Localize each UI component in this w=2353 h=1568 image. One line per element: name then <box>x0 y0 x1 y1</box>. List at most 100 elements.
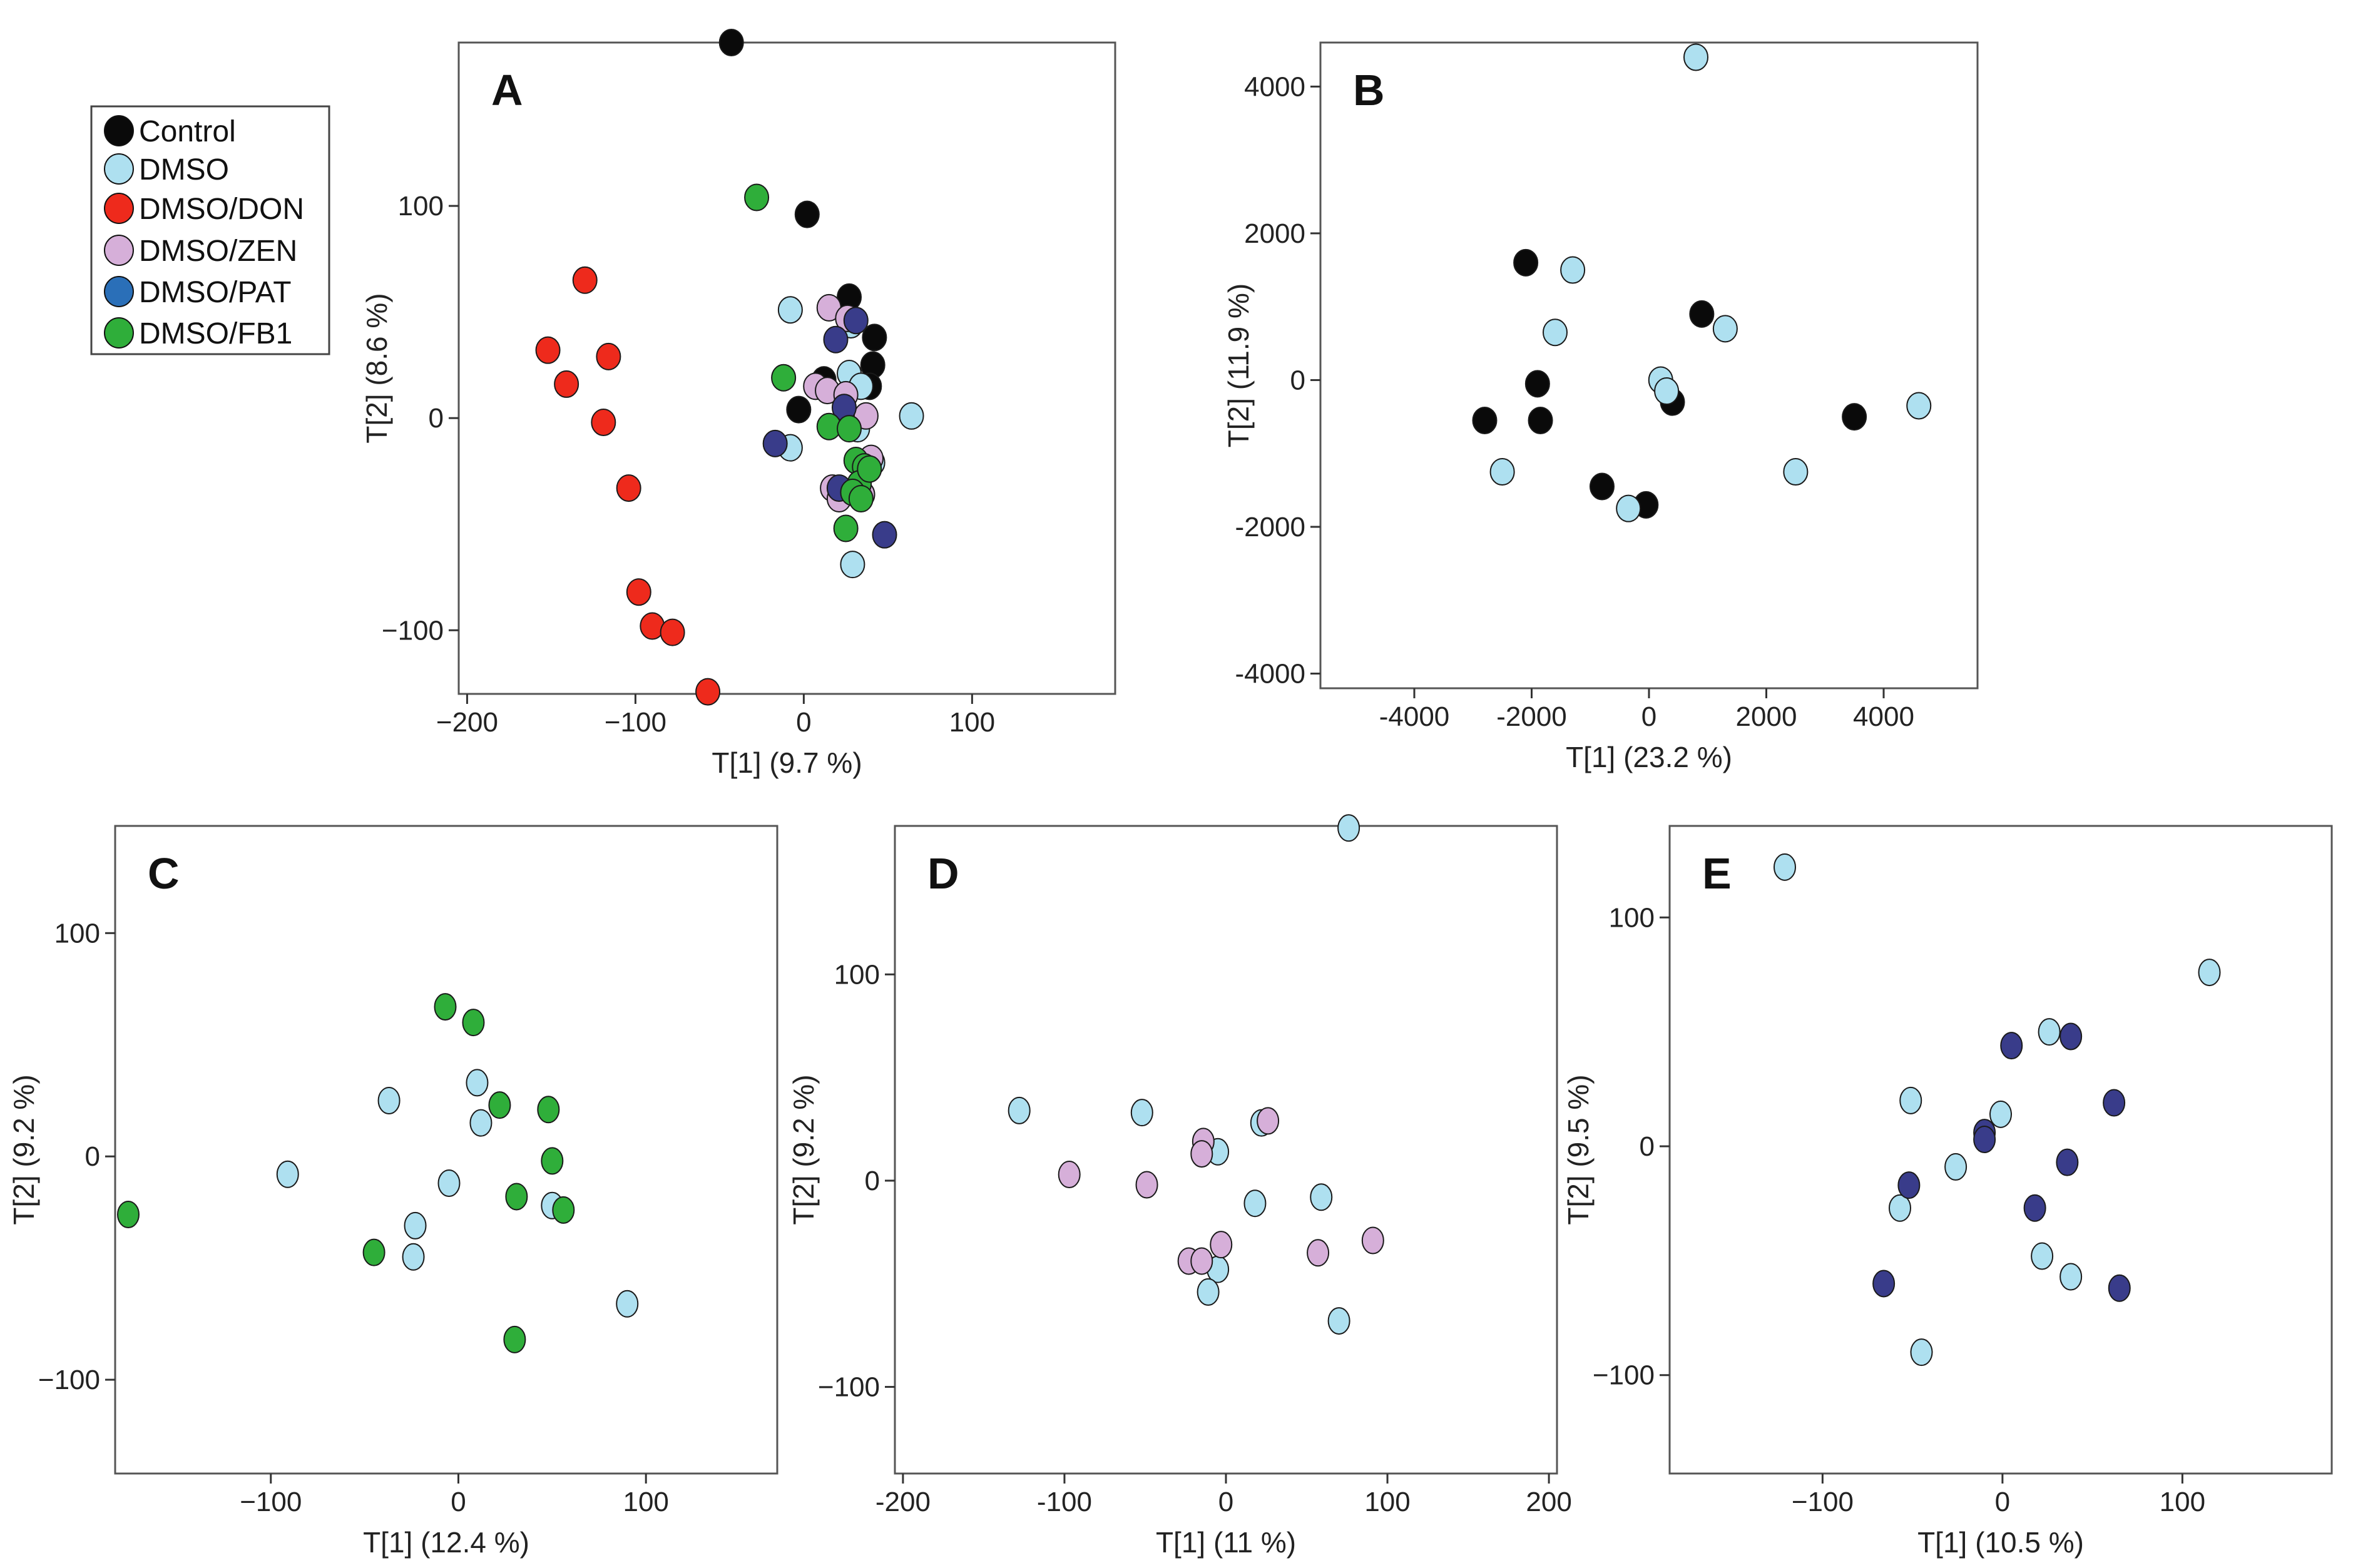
panel-b-xlabel: T[1] (23.2 %) <box>1566 741 1732 773</box>
panel-c-point-dmso-fb1 <box>503 1325 526 1353</box>
panel-b-point-control <box>1590 472 1615 501</box>
panel-d: -200 -100 0 100 200 −100 0 100 T[1] (11 %) T[2] (… <box>787 814 1572 1559</box>
legend-label-control: Control <box>139 115 236 148</box>
panel-d-point-dmso <box>1243 1189 1267 1218</box>
panel-a-letter: A <box>491 66 523 115</box>
panel-e-point-dmso <box>1889 1194 1911 1222</box>
panel-d-point-dmso <box>1130 1099 1153 1127</box>
panel-e-ytick-label: 100 <box>1609 902 1655 933</box>
panel-b-point-control <box>1528 406 1553 434</box>
panel-b-point-control <box>1472 406 1498 434</box>
panel-b-point-dmso <box>1654 377 1680 405</box>
legend-marker-control <box>104 115 134 146</box>
panel-e-point-dmso-pat <box>2103 1089 2126 1117</box>
panel-e-point-dmso-pat <box>2108 1274 2131 1302</box>
panel-e-point-dmso <box>1910 1338 1933 1367</box>
panel-e-point-dmso <box>2198 959 2221 987</box>
legend-entry-control: Control <box>104 115 236 148</box>
panel-c-point-dmso <box>437 1169 461 1198</box>
panel-b-ytick-label: 4000 <box>1244 71 1305 102</box>
legend-marker-dmso-zen <box>104 235 134 266</box>
panel-b: -4000 -2000 0 2000 4000 -4000 -2000 0 2000 4000 T[… <box>1222 41 1979 773</box>
panel-c-letter: C <box>148 849 180 898</box>
panel-a-point-dmso-don <box>695 678 721 706</box>
panel-b-xtick-label: -4000 <box>1379 701 1450 732</box>
panel-d-point-dmso <box>1008 1096 1031 1124</box>
panel-d-point-dmso-zen <box>1361 1226 1384 1255</box>
panel-a-point-dmso-fb1 <box>837 415 862 443</box>
panel-a-point-control <box>718 29 744 56</box>
panel-a-point-dmso-fb1 <box>744 183 770 211</box>
panel-b-point-dmso <box>1683 43 1708 71</box>
panel-b-point-control <box>1513 248 1539 277</box>
panel-d-letter: D <box>927 849 959 898</box>
panel-b-point-control <box>1689 300 1715 328</box>
panel-c-point-dmso-fb1 <box>362 1238 385 1266</box>
panel-b-point-dmso <box>1616 494 1641 522</box>
panel-a: −200 −100 0 100 −100 0 100 T[1] (9.7 %) T[2] (8.… <box>360 29 1116 779</box>
panel-a-point-control <box>794 200 820 228</box>
panel-a-point-dmso-don <box>572 266 598 294</box>
panel-c-ytick-label: 0 <box>85 1141 100 1172</box>
panel-c-point-dmso <box>469 1109 493 1137</box>
panel-e-xtick-label: 0 <box>1995 1487 2010 1517</box>
panel-d-ylabel: T[2] (9.2 %) <box>787 1074 820 1224</box>
panel-e-series-dmso <box>1774 853 2221 1367</box>
panel-c-point-dmso <box>276 1160 299 1188</box>
legend-marker-dmso-fb1 <box>104 317 134 349</box>
panel-d-point-dmso-zen <box>1210 1231 1233 1259</box>
panel-a-ytick-label: −100 <box>382 615 444 646</box>
panel-c-point-dmso <box>402 1243 425 1271</box>
panel-a-point-dmso-don <box>596 342 621 370</box>
panel-e-point-dmso <box>2031 1242 2054 1270</box>
panel-e-point-dmso-pat <box>2000 1032 2023 1060</box>
panel-b-point-dmso <box>1906 392 1932 420</box>
panel-c-point-dmso-fb1 <box>541 1147 564 1175</box>
panel-b-xtick-label: 2000 <box>1736 701 1797 732</box>
panel-d-point-dmso-zen <box>1257 1107 1280 1135</box>
panel-a-point-dmso-don <box>616 474 641 502</box>
legend-entry-dmso-fb1: DMSO/FB1 <box>104 317 292 350</box>
panel-e-xtick-label: −100 <box>1792 1487 1854 1517</box>
panel-e-point-dmso <box>2038 1018 2061 1046</box>
panel-d-point-dmso-zen <box>1190 1247 1213 1275</box>
panel-a-ytick-label: 100 <box>398 191 444 221</box>
panel-b-xtick-label: 0 <box>1641 701 1656 732</box>
panel-a-point-dmso <box>899 402 924 430</box>
panel-a-point-dmso-fb1 <box>848 485 874 513</box>
legend-entry-dmso-pat: DMSO/PAT <box>104 276 292 309</box>
panel-a-xtick-label: −100 <box>605 707 666 738</box>
panel-d-point-dmso <box>1310 1183 1333 1211</box>
panel-c: −100 0 100 −100 0 100 T[1] (12.4 %) T[2] (9.2 %… <box>8 825 778 1559</box>
panel-b-xtick-label: -2000 <box>1496 701 1567 732</box>
panel-a-point-dmso-don <box>626 578 651 606</box>
panel-c-frame <box>114 825 778 1475</box>
legend-marker-dmso-pat <box>104 276 134 307</box>
panel-d-xtick-label: -200 <box>875 1487 931 1517</box>
panel-c-xtick-label: 100 <box>623 1487 668 1517</box>
panel-b-ytick-label: -2000 <box>1235 512 1305 542</box>
panel-c-point-dmso <box>377 1086 401 1114</box>
panel-b-letter: B <box>1353 66 1385 115</box>
legend-label-dmso-don: DMSO/DON <box>139 193 304 226</box>
panel-a-point-dmso-pat <box>823 325 849 354</box>
panel-a-point-dmso <box>840 551 865 579</box>
panel-e-point-dmso <box>1774 853 1796 881</box>
panel-d-point-dmso-zen <box>1058 1161 1081 1189</box>
panel-a-point-control <box>786 395 812 424</box>
panel-d-xtick-label: 100 <box>1364 1487 1410 1517</box>
panel-b-point-control <box>1842 403 1867 431</box>
panel-d-ytick-label: 0 <box>865 1166 880 1196</box>
panel-a-point-dmso-don <box>591 408 616 436</box>
panel-b-ytick-label: 0 <box>1290 365 1305 395</box>
panel-b-point-dmso <box>1560 256 1586 284</box>
panel-e-point-dmso <box>1899 1086 1922 1114</box>
panel-d-xtick-label: 200 <box>1526 1487 1571 1517</box>
legend-entry-dmso-zen: DMSO/ZEN <box>104 235 297 268</box>
panel-c-point-dmso-fb1 <box>462 1009 485 1037</box>
panel-c-xlabel: T[1] (12.4 %) <box>363 1526 529 1559</box>
panel-c-point-dmso-fb1 <box>434 993 457 1021</box>
panel-d-point-dmso <box>1197 1278 1220 1306</box>
panel-e-ylabel: T[2] (9.5 %) <box>1562 1074 1595 1224</box>
